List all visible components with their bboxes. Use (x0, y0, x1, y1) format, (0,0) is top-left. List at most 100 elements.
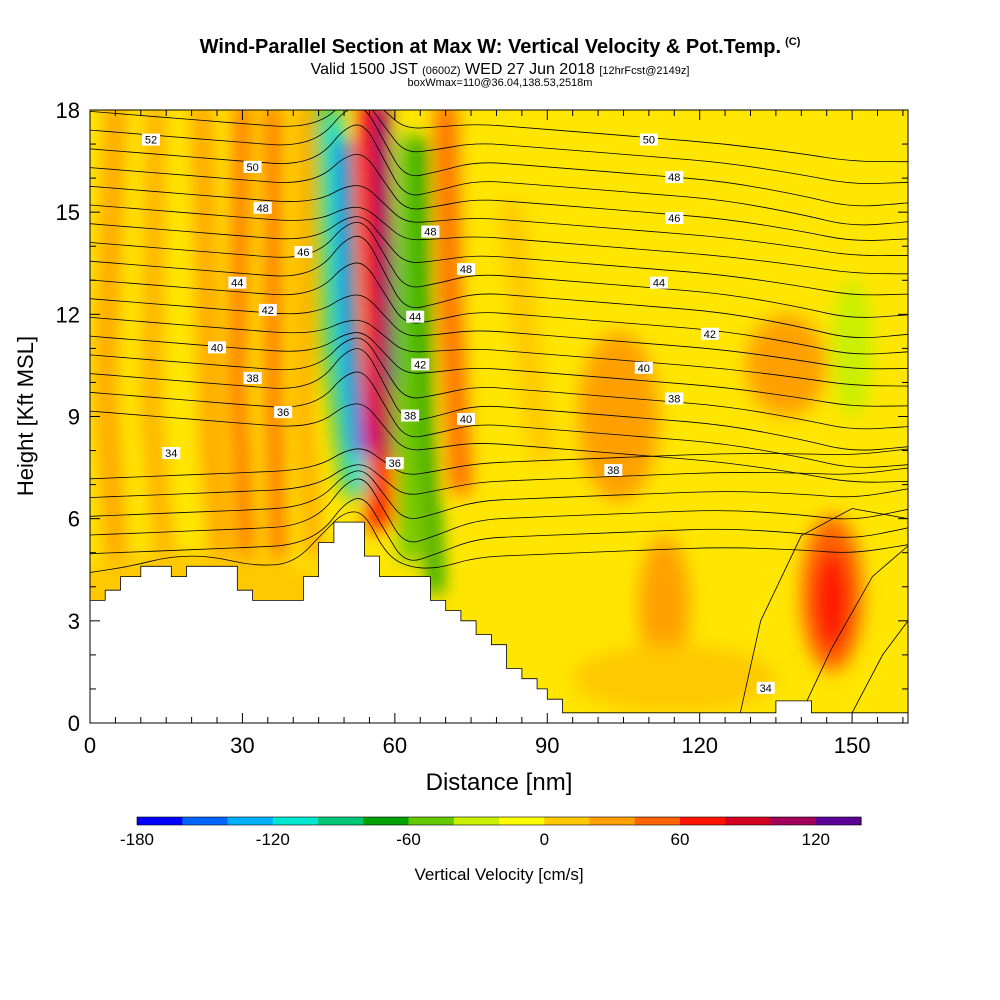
theta-contour (90, 371, 908, 468)
chart-subtitle: Valid 1500 JST (0600Z) WED 27 Jun 2018 [… (310, 61, 690, 78)
velocity-band (95, 110, 126, 563)
colorbar-tick-label: 60 (671, 830, 690, 849)
colorbar-swatch (815, 817, 862, 825)
colorbar: -180 -120 -60 0 60 120 (120, 816, 862, 849)
theta-contour (90, 317, 908, 387)
theta-contour (382, 110, 908, 163)
x-tick-label: 120 (681, 733, 718, 758)
contour-label: 40 (211, 342, 223, 354)
contour-label-bg (228, 276, 247, 289)
contour-label-bg (294, 246, 313, 258)
contour-label-bg (457, 412, 475, 425)
theta-contour (90, 235, 908, 339)
contour-label-bg (665, 171, 684, 184)
contour-label: 42 (414, 359, 426, 371)
theta-contour (90, 464, 908, 498)
x-tick-label: 60 (383, 733, 407, 758)
contour-label-bg (411, 358, 430, 371)
colorbar-swatch (408, 817, 455, 825)
contour-label-bg (421, 225, 440, 238)
colorbar-swatch (227, 817, 274, 825)
theta-contour (90, 498, 908, 561)
colorbar-swatch (680, 817, 726, 825)
contour-label-bg (243, 372, 262, 384)
colorbar-swatch (589, 817, 636, 825)
theta-contour (90, 511, 908, 573)
velocity-band (337, 137, 366, 457)
velocity-band (265, 110, 286, 561)
velocity-band (229, 110, 256, 578)
colorbar-swatch (182, 817, 229, 825)
colorbar-swatch (363, 817, 410, 825)
contour-label-bg (700, 327, 719, 340)
contour-label: 36 (277, 407, 289, 419)
velocity-cell (572, 644, 776, 713)
colorbar-swatch (634, 817, 681, 825)
velocity-band (380, 110, 394, 387)
y-axis-label: Height [Kft MSL] (13, 336, 38, 496)
x-tick-label: 150 (834, 733, 871, 758)
contour-label: 36 (389, 458, 401, 470)
contour-label-bg (665, 392, 684, 405)
colorbar-label: Vertical Velocity [cm/s] (414, 865, 583, 884)
theta-contour (90, 337, 908, 430)
colorbar-swatch (272, 817, 319, 825)
contour-label: 48 (668, 172, 680, 184)
colorbar-tick-label: -120 (256, 830, 290, 849)
contour-label-bg (385, 457, 404, 470)
velocity-band (394, 133, 421, 563)
colorbar-tick-label: 120 (802, 830, 830, 849)
contour-label-bg (258, 303, 277, 316)
theta-contour (90, 204, 908, 275)
contour-label-bg (604, 464, 623, 476)
contour-label: 38 (607, 465, 619, 477)
theta-contour (800, 545, 908, 713)
velocity-cell (745, 314, 827, 417)
contour-label-bg (243, 160, 262, 173)
contour-label-bg (756, 681, 775, 694)
contour-label-bg (457, 263, 475, 276)
velocity-band (435, 110, 472, 495)
x-tick-label: 0 (84, 733, 96, 758)
contour-label: 40 (638, 363, 650, 375)
contour-label: 46 (297, 247, 309, 259)
contour-label: 44 (653, 278, 665, 290)
theta-contour (90, 110, 908, 207)
velocity-cell (831, 280, 873, 417)
y-tick-label: 0 (68, 711, 80, 736)
contour-label: 34 (165, 448, 177, 460)
theta-contour (90, 470, 908, 519)
theta-contour (90, 124, 908, 226)
theta-contour (739, 508, 908, 713)
contour-label-bg (406, 310, 425, 323)
contour-label-bg (634, 361, 653, 374)
theta-contour (90, 294, 908, 370)
contour-label: 50 (643, 135, 655, 147)
x-axis-label: Distance [nm] (426, 769, 573, 796)
contour-label-bg (650, 276, 668, 289)
theta-contour (90, 185, 908, 257)
y-tick-label: 6 (68, 507, 80, 532)
chart-subtitle-box: boxWmax=110@36.04,138.53,2518m (407, 77, 593, 89)
contour-label: 38 (668, 394, 680, 406)
velocity-band (191, 110, 233, 577)
terrain (90, 521, 908, 723)
theta-contour (90, 262, 908, 355)
contour-label-bg (639, 133, 658, 146)
colorbar-swatch (544, 817, 591, 825)
contour-label-bg (401, 409, 420, 422)
contour-label-bg (208, 341, 226, 354)
colorbar-swatch (499, 817, 545, 825)
colorbar-tick-label: -60 (396, 830, 421, 849)
colorbar-tick-label: 0 (540, 830, 549, 849)
velocity-cell (638, 535, 690, 672)
colorbar-swatch (453, 817, 500, 825)
contour-label: 48 (257, 203, 269, 215)
velocity-cell (814, 549, 850, 652)
colorbar-swatch (770, 817, 817, 825)
contour-label: 52 (145, 135, 157, 147)
y-tick-label: 9 (68, 405, 80, 430)
theta-contour (90, 403, 908, 483)
contour-label: 42 (262, 305, 274, 317)
